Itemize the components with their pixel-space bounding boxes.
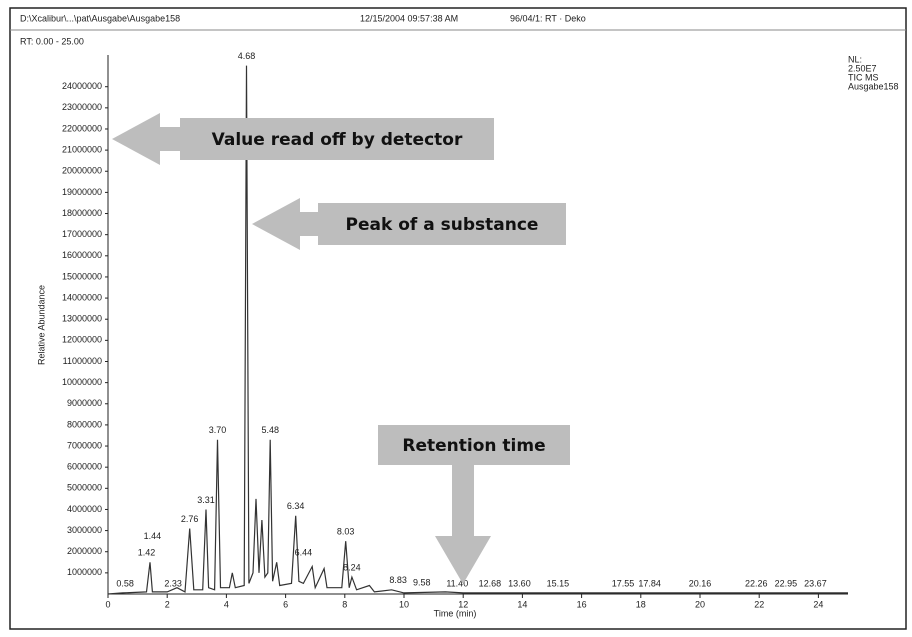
x-tick-label: 0 [105, 599, 110, 609]
info: 96/04/1: RT · Deko [510, 13, 586, 23]
arrow [112, 113, 160, 165]
y-tick-label: 8000000 [67, 419, 102, 429]
y-tick-label: 19000000 [62, 187, 102, 197]
y-tick-label: 4000000 [67, 504, 102, 514]
y-tick-label: 13000000 [62, 314, 102, 324]
y-tick-label: 17000000 [62, 229, 102, 239]
range-label: RT: 0.00 - 25.00 [20, 36, 84, 46]
annotations: Value read off by detector Peak of a sub… [112, 113, 570, 584]
y-tick-label: 16000000 [62, 250, 102, 260]
arrow [298, 212, 320, 236]
x-tick-label: 10 [399, 599, 409, 609]
x-axis-label: Time (min) [434, 608, 477, 618]
x-tick-label: 20 [695, 599, 705, 609]
y-tick-label: 24000000 [62, 81, 102, 91]
y-tick-label: 11000000 [63, 356, 102, 366]
x-tick-label: 18 [636, 599, 646, 609]
peak-label: 5.48 [261, 425, 279, 435]
arrow [252, 198, 300, 250]
y-tick-label: 12000000 [62, 335, 102, 345]
peak-label: 6.34 [287, 501, 305, 511]
y-tick-label: 22000000 [62, 123, 102, 133]
peak-label: 0.58 [116, 578, 134, 588]
annotation: Retention time [402, 436, 545, 456]
peak-label: 22.95 [775, 578, 798, 588]
legend-info: 2.50E7 [848, 63, 877, 73]
peak-label: 12.68 [479, 578, 502, 588]
legend-info: NL: [848, 54, 862, 64]
x-tick-label: 8 [342, 599, 347, 609]
y-tick-label: 6000000 [67, 462, 102, 472]
arrow [452, 463, 474, 538]
peak-label: 2.33 [164, 578, 182, 588]
y-tick-label: 15000000 [62, 271, 102, 281]
legend-info: TIC MS [848, 72, 879, 82]
peak-label: 15.15 [547, 578, 570, 588]
file-path: D:\Xcalibur\...\pat\Ausgabe\Ausgabe158 [20, 13, 180, 23]
peak-label: 8.03 [337, 527, 355, 537]
y-tick-label: 10000000 [62, 377, 102, 387]
peak-label: 8.24 [343, 562, 361, 572]
y-tick-label: 23000000 [62, 102, 102, 112]
peak-label: 2.76 [181, 514, 199, 524]
peak-label: 8.83 [389, 575, 407, 585]
x-tick-label: 2 [165, 599, 170, 609]
peak-label: 3.70 [209, 425, 227, 435]
timestamp: 12/15/2004 09:57:38 AM [360, 13, 458, 23]
peak-label: 3.31 [197, 495, 215, 505]
x-tick-label: 12 [458, 599, 468, 609]
x-tick-label: 14 [517, 599, 527, 609]
peak-label: 13.60 [508, 578, 531, 588]
y-tick-label: 14000000 [62, 292, 102, 302]
peak-label: 6.44 [295, 548, 313, 558]
peak-label: 11.40 [446, 578, 468, 588]
y-tick-label: 21000000 [62, 144, 102, 154]
peak-label: 20.16 [689, 578, 712, 588]
x-tick-label: 4 [224, 599, 229, 609]
y-tick-label: 20000000 [62, 166, 102, 176]
x-tick-label: 6 [283, 599, 288, 609]
peak-label: 1.44 [144, 531, 162, 541]
y-tick-label: 2000000 [67, 546, 102, 556]
peak-label: 9.58 [413, 577, 431, 587]
x-tick-label: 24 [813, 599, 823, 609]
arrow [435, 536, 491, 584]
peak-label: 17.84 [638, 578, 661, 588]
y-axis-label: Relative Abundance [36, 285, 46, 365]
x-tick-label: 22 [754, 599, 764, 609]
peak-label: 4.68 [238, 51, 256, 61]
annotation: Value read off by detector [212, 130, 463, 150]
annotation: Peak of a substance [346, 215, 539, 235]
y-tick-label: 5000000 [67, 483, 102, 493]
annotation-box [180, 118, 494, 160]
peak-label: 1.42 [138, 548, 156, 558]
y-tick-label: 3000000 [67, 525, 102, 535]
y-tick-label: 18000000 [62, 208, 102, 218]
annotation-box [378, 425, 570, 465]
annotation-box [318, 203, 566, 245]
trace [107, 65, 848, 595]
peak-label: 17.55 [612, 578, 635, 588]
peak-label: 22.26 [745, 578, 768, 588]
legend-info: Ausgabe158 [848, 81, 899, 91]
x-tick-label: 16 [577, 599, 587, 609]
y-tick-label: 9000000 [67, 398, 102, 408]
y-tick-label: 7000000 [67, 440, 102, 450]
y-tick-label: 1000000 [67, 567, 102, 577]
peak-label: 23.67 [804, 578, 827, 588]
arrow [160, 127, 182, 151]
